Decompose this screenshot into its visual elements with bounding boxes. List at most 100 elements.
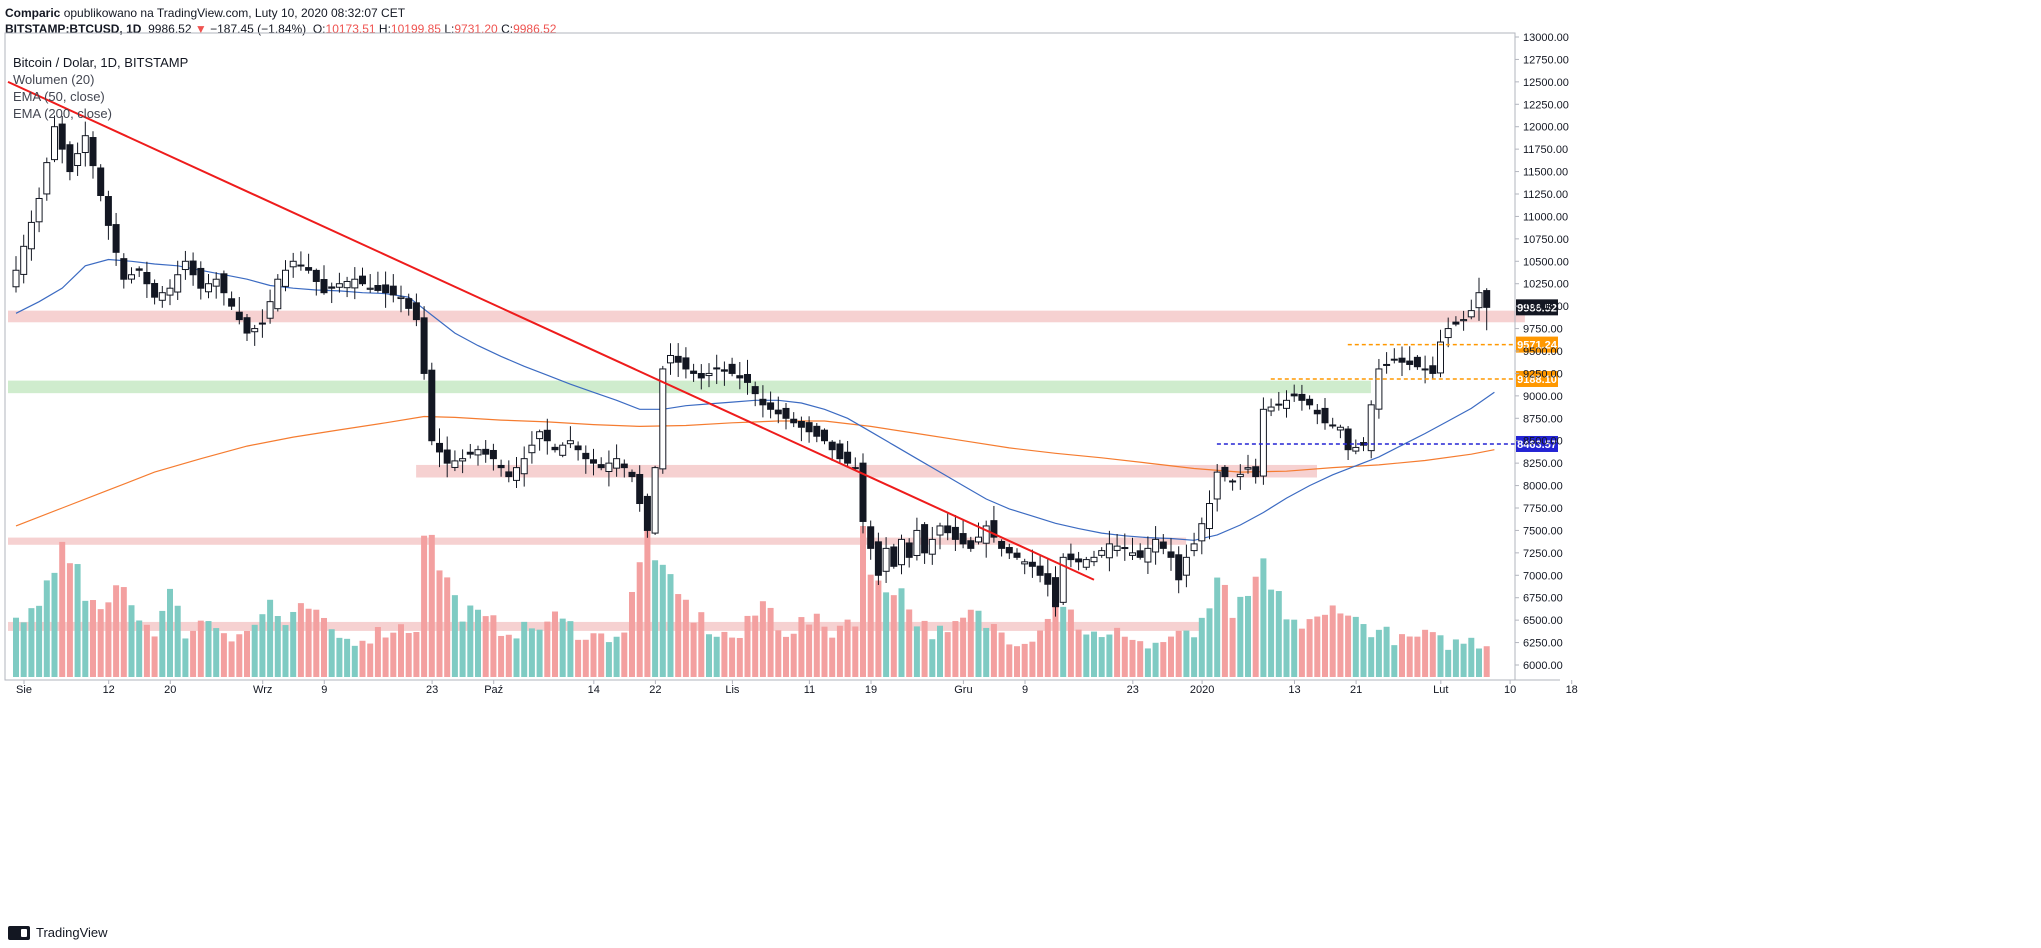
legend-ema50[interactable]: EMA (50, close): [13, 89, 105, 104]
y-tick-label: 11750.00: [1523, 144, 1568, 156]
volume-bar: [806, 624, 813, 677]
candle-up: [174, 274, 182, 293]
axes-layer: 13000.00 12750.00 12500.00 12250.00 12000.00…: [4, 32, 1578, 696]
volume-bar: [1221, 584, 1228, 677]
volume-bar: [921, 620, 928, 677]
candle-down: [728, 363, 736, 374]
candle-down: [1052, 577, 1059, 608]
candle-down: [1313, 409, 1321, 415]
candle-up: [343, 280, 351, 289]
candle-up: [913, 529, 921, 556]
footer-brand[interactable]: TradingView: [36, 925, 108, 940]
candle-down: [328, 286, 336, 289]
candle-up: [651, 467, 659, 534]
candle-up: [566, 440, 574, 445]
candle-down: [1329, 424, 1337, 427]
volume-bar: [1206, 608, 1213, 677]
volume-bar: [636, 562, 643, 677]
volume-bar: [1067, 609, 1074, 677]
legend-ema200[interactable]: EMA (200, close): [13, 106, 112, 121]
volume-bar: [1345, 615, 1352, 677]
candle-up: [397, 296, 405, 300]
volume-bar: [167, 588, 173, 677]
y-tick-label: 6250.00: [1523, 638, 1563, 650]
candle-down: [66, 144, 74, 173]
volume-bar: [1329, 605, 1336, 677]
volume-bar: [351, 645, 358, 677]
candle-down: [874, 541, 882, 576]
volume-bar: [990, 624, 997, 677]
low-label: L:: [444, 22, 455, 36]
candle-up: [1182, 556, 1190, 576]
volume-bar: [1468, 637, 1475, 677]
candle-down: [143, 271, 151, 285]
candle-down: [1075, 558, 1083, 563]
legend-title[interactable]: Bitcoin / Dolar, 1D, BITSTAMP: [13, 55, 189, 70]
candle-up: [43, 162, 51, 195]
x-tick-label: 23: [1127, 684, 1139, 696]
candle-down: [112, 224, 120, 253]
volume-bar: [259, 614, 266, 677]
candle-up: [613, 458, 621, 469]
candle-down: [821, 429, 828, 442]
volume-bar: [721, 631, 728, 677]
candle-down: [636, 473, 644, 505]
last-price-tag: [1516, 299, 1558, 316]
candle-up: [1336, 426, 1344, 431]
candle-up: [35, 197, 43, 223]
volume-bar: [783, 636, 789, 677]
candle-up: [1082, 559, 1090, 568]
volume-bar: [1476, 648, 1482, 677]
candle-up: [1021, 561, 1029, 565]
candle-down: [967, 540, 975, 549]
volume-bar: [1091, 631, 1097, 677]
y-tick-label: 7250.00: [1523, 548, 1563, 560]
volume-bar: [90, 600, 96, 677]
x-tick-label: 12: [103, 684, 115, 696]
candle-down: [1413, 356, 1421, 368]
volume-bar: [559, 618, 566, 677]
candle-up: [982, 525, 990, 544]
volume-bar: [998, 632, 1005, 677]
price-level-tag: [1516, 370, 1558, 387]
candle-down: [297, 264, 305, 267]
volume-bar: [975, 610, 982, 677]
candle-up: [1352, 446, 1360, 452]
y-tick-label: 7500.00: [1523, 525, 1563, 537]
volume-bar: [536, 629, 543, 677]
candle-down: [1275, 403, 1283, 406]
volume-bar: [690, 622, 697, 677]
candle-up: [20, 245, 28, 275]
volume-bar: [1168, 636, 1174, 677]
candle-up: [1367, 404, 1375, 452]
candle-up: [1467, 310, 1475, 318]
volume-bar: [1322, 614, 1328, 677]
volume-bar: [890, 595, 897, 677]
candle-down: [720, 369, 728, 372]
volume-bar: [1268, 589, 1275, 677]
volume-bar: [1391, 645, 1398, 677]
candle-up: [12, 269, 20, 288]
volume-bar: [590, 633, 597, 677]
candle-up: [274, 278, 282, 310]
volume-bar: [1245, 595, 1251, 677]
volume-bar: [498, 635, 505, 677]
candle-down: [243, 317, 251, 334]
volume-bar: [390, 632, 397, 677]
volume-bar: [398, 624, 404, 677]
volume-bar: [205, 621, 212, 677]
candle-up: [513, 467, 520, 481]
candle-down: [713, 367, 721, 370]
candle-down: [189, 260, 197, 276]
y-tick-label: 10750.00: [1523, 234, 1569, 246]
candle-down: [782, 407, 790, 419]
legend-volume[interactable]: Wolumen (20): [13, 72, 95, 87]
candle-up: [474, 449, 482, 456]
downtrend-line: [7, 80, 1095, 581]
volume-bar: [97, 609, 104, 677]
volume-bar: [1029, 641, 1036, 677]
y-tick-label: 9000.00: [1523, 391, 1563, 403]
candle-up: [27, 221, 35, 250]
candle-down: [466, 451, 474, 455]
